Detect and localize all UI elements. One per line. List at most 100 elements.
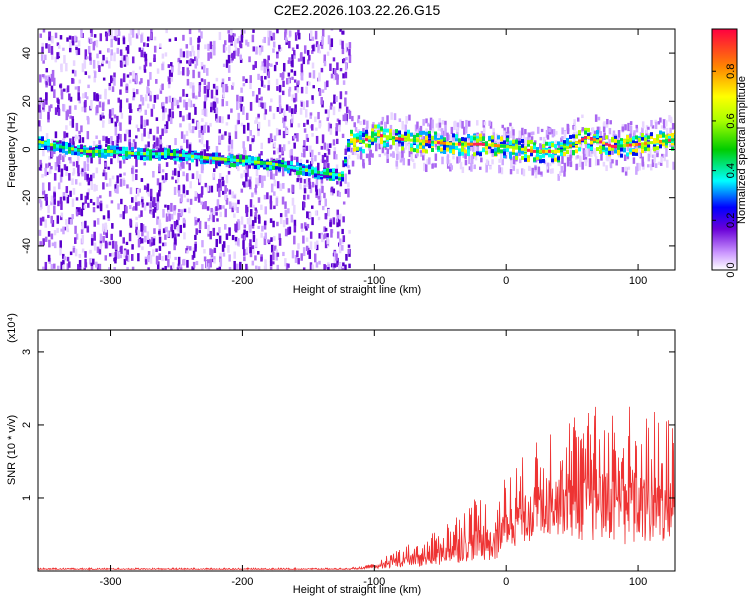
heatmap-cell [50, 233, 54, 240]
heatmap-cell [252, 163, 255, 169]
heatmap-cell [191, 152, 194, 157]
ridge-cell [470, 142, 473, 146]
heatmap-cell [651, 159, 655, 168]
heatmap-cell [333, 263, 336, 268]
heatmap-cell [270, 36, 274, 41]
heatmap-cell [398, 139, 401, 144]
heatmap-cell [110, 200, 114, 204]
heatmap-cell [459, 119, 462, 128]
heatmap-cell [147, 238, 150, 244]
heatmap-cell [347, 182, 350, 188]
heatmap-cell [98, 101, 102, 108]
heatmap-cell [251, 223, 255, 229]
heatmap-cell [81, 168, 84, 172]
heatmap-cell [42, 266, 45, 270]
heatmap-cell [111, 240, 115, 249]
heatmap-cell [135, 135, 138, 139]
heatmap-cell [428, 143, 431, 148]
heatmap-cell [579, 157, 582, 165]
heatmap-cell [288, 57, 291, 64]
heatmap-cell [395, 160, 398, 167]
heatmap-cell [326, 237, 329, 245]
ridge-cell [359, 139, 362, 143]
heatmap-cell [147, 131, 151, 139]
heatmap-cell [164, 204, 167, 208]
heatmap-cell [137, 108, 140, 112]
heatmap-cell [449, 149, 452, 154]
heatmap-cell [243, 224, 247, 229]
ridge-cell [317, 170, 320, 174]
heatmap-cell [362, 132, 365, 137]
heatmap-cell [156, 126, 159, 134]
ridge-cell [251, 160, 254, 164]
heatmap-cell [314, 30, 318, 40]
heatmap-cell [209, 41, 213, 50]
heatmap-cell [414, 154, 418, 159]
heatmap-cell [317, 111, 320, 120]
heatmap-cell [639, 152, 642, 159]
heatmap-cell [605, 150, 608, 155]
heatmap-cell [42, 149, 45, 157]
heatmap-cell [260, 96, 263, 101]
heatmap-cell [594, 114, 598, 122]
heatmap-cell [126, 184, 129, 189]
heatmap-cell [129, 218, 132, 226]
heatmap-cell [218, 172, 222, 179]
heatmap-cell [359, 131, 362, 136]
heatmap-cell [65, 171, 68, 176]
heatmap-cell [104, 224, 108, 233]
heatmap-cell [182, 258, 186, 266]
heatmap-cell [212, 213, 215, 223]
heatmap-cell [132, 92, 136, 98]
heatmap-cell [117, 37, 120, 45]
heatmap-cell [239, 261, 242, 270]
ridge-cell [572, 142, 575, 146]
heatmap-cell [323, 168, 326, 173]
heatmap-cell [215, 206, 218, 212]
heatmap-cell [62, 259, 65, 265]
heatmap-cell [197, 153, 200, 158]
heatmap-cell [348, 169, 351, 175]
heatmap-cell [251, 91, 255, 97]
heatmap-cell [345, 106, 349, 114]
heatmap-cell [609, 120, 612, 125]
heatmap-cell [75, 122, 79, 132]
heatmap-cell [113, 267, 116, 270]
x-tick-label: -200 [231, 275, 253, 287]
heatmap-cell [198, 130, 201, 138]
snr-exponent-label: (x10⁴) [6, 313, 18, 343]
heatmap-cell [605, 147, 608, 152]
heatmap-cell [243, 256, 246, 262]
heatmap-cell [422, 119, 425, 126]
heatmap-cell [602, 145, 605, 150]
heatmap-cell [237, 238, 240, 246]
heatmap-cell [575, 144, 578, 149]
heatmap-cell [449, 145, 452, 150]
heatmap-cell [254, 191, 258, 195]
heatmap-cell [291, 197, 295, 206]
heatmap-cell [336, 118, 340, 122]
heatmap-cell [75, 209, 79, 217]
heatmap-cell [584, 130, 587, 135]
heatmap-cell [111, 86, 115, 92]
heatmap-cell [324, 109, 328, 114]
heatmap-cell [270, 171, 273, 180]
heatmap-cell [365, 153, 369, 159]
heatmap-cell [312, 44, 315, 52]
heatmap-cell [81, 234, 85, 244]
heatmap-cell [300, 101, 304, 107]
ridge-cell [116, 150, 119, 154]
heatmap-cell [146, 202, 149, 206]
heatmap-cell [105, 57, 109, 63]
heatmap-cell [335, 96, 338, 103]
heatmap-cell [261, 225, 264, 232]
heatmap-cell [45, 81, 48, 86]
heatmap-cell [303, 184, 307, 191]
heatmap-cell [87, 84, 90, 89]
heatmap-cell [554, 153, 557, 160]
heatmap-cell [140, 34, 143, 43]
heatmap-cell [408, 151, 412, 158]
heatmap-cell [123, 258, 127, 265]
ridge-cell [353, 138, 356, 142]
heatmap-cell [165, 29, 168, 34]
